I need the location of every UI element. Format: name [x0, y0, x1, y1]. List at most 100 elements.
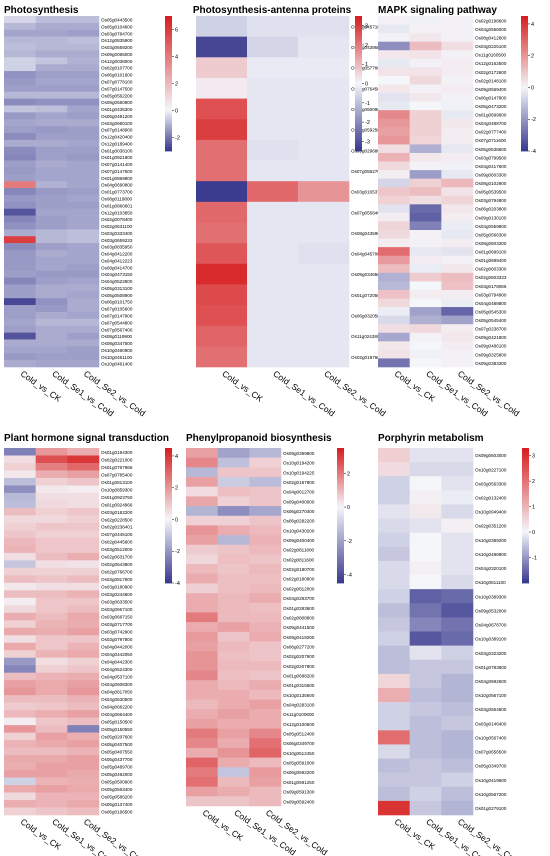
colorbar-segment — [521, 49, 528, 53]
heatmap-cell — [35, 627, 68, 636]
gene-label: Os06g0203800 — [475, 207, 507, 212]
heatmap-cell — [4, 64, 36, 72]
heatmap-cell — [441, 730, 474, 745]
heatmap-cell — [4, 71, 36, 79]
colorbar-segment — [355, 31, 362, 35]
heatmap-cell — [441, 744, 474, 759]
heatmap-cell — [441, 358, 474, 368]
heatmap-cell — [378, 16, 410, 25]
heatmap-cell — [409, 772, 442, 788]
heatmap-cell — [35, 567, 68, 576]
heatmap-cell — [35, 98, 68, 106]
heatmap-cell — [67, 560, 100, 569]
gene-label: Os06g0349700 — [283, 741, 315, 746]
colorbar-segment — [521, 130, 528, 134]
gene-label: Os09g0325800 — [475, 352, 507, 357]
colorbar-segment — [165, 502, 172, 505]
colorbar-segment — [165, 497, 172, 501]
heatmap-cell — [35, 153, 68, 161]
colorbar-segment — [522, 538, 529, 541]
heatmap-cell — [35, 642, 68, 651]
heatmap-cell — [247, 181, 299, 203]
gene-label: Os02g0351200 — [475, 524, 507, 529]
heatmap-cell — [186, 554, 218, 565]
gene-label: Os05g0150550 — [101, 727, 133, 732]
colorbar-segment — [522, 472, 529, 476]
colorbar-segment — [522, 448, 529, 451]
heatmap-cell — [67, 126, 100, 134]
colorbar-segment — [165, 511, 172, 514]
gene-label: Os09g0130100 — [475, 215, 507, 220]
gene-label: Os02g0236401 — [101, 525, 133, 530]
gene-label: Os02g0811800 — [283, 548, 315, 553]
colorbar-segment — [337, 524, 344, 528]
heatmap-cell — [35, 747, 68, 756]
heatmap-cell — [378, 800, 410, 816]
heatmap-cell — [441, 772, 474, 788]
heatmap-cell — [186, 477, 218, 488]
gene-label: Os03g0717700 — [101, 622, 133, 627]
heatmap-cell — [35, 770, 68, 778]
heatmap-cell — [249, 573, 282, 584]
heatmap-cell — [409, 93, 442, 102]
colorbar-tick-label: 3 — [532, 454, 535, 460]
heatmap-cell — [378, 93, 410, 102]
heatmap-cell — [217, 525, 250, 536]
heatmap-cell — [217, 554, 250, 565]
colorbar-segment — [165, 484, 172, 487]
heatmap-cell — [186, 467, 218, 478]
colorbar-segment — [337, 486, 344, 489]
colorbar-segment — [522, 499, 529, 503]
colorbar-tick-label: 1 — [365, 62, 368, 68]
colorbar-segment — [337, 515, 344, 519]
gene-label: Os09g0065000 — [101, 52, 133, 57]
heatmap-cell — [67, 346, 100, 354]
colorbar-segment — [165, 538, 172, 541]
colorbar-segment — [521, 29, 528, 33]
gene-label: Os10g0389300 — [475, 594, 507, 599]
heatmap-cell — [4, 732, 36, 741]
colorbar-segment — [165, 468, 172, 471]
colorbar-segment — [355, 67, 362, 71]
heatmap-cell — [378, 67, 410, 77]
heatmap-cell — [247, 77, 299, 99]
gene-label: Os05g0512400 — [283, 732, 315, 737]
gene-label: Os05g0545300 — [475, 309, 507, 314]
colorbar-segment — [522, 454, 529, 458]
gene-label: Os09g0592400 — [283, 799, 315, 804]
heatmap-cell — [217, 496, 250, 507]
gene-label: Os01g0924966 — [101, 502, 133, 507]
heatmap-cell — [186, 699, 218, 710]
gene-label: Os01g0699600 — [475, 113, 507, 118]
heatmap-cell — [378, 504, 410, 519]
heatmap-cell — [378, 332, 410, 342]
colorbar-segment — [521, 20, 528, 24]
gene-label: Os06g0320500 — [351, 313, 383, 318]
heatmap-cell — [4, 485, 36, 494]
heatmap-cell — [67, 188, 100, 196]
gene-label: Os02g0811600 — [283, 557, 315, 562]
colorbar-segment — [521, 25, 528, 28]
colorbar-segment — [165, 569, 172, 573]
heatmap-cell — [35, 762, 68, 771]
heatmap-cell — [409, 221, 442, 231]
gene-label: Os03g0794900 — [475, 292, 507, 297]
gene-label: Os03g0799500 — [475, 155, 507, 160]
gene-label: Os12g0835900 — [101, 38, 133, 43]
colorbar-segment — [355, 142, 362, 145]
colorbar-segment — [521, 45, 528, 48]
gene-label: Os02g0197600 — [351, 355, 383, 360]
colorbar-segment — [165, 74, 172, 78]
heatmap-cell — [186, 728, 218, 739]
gene-label: Os10g0811100 — [475, 580, 506, 585]
heatmap-cell — [378, 195, 410, 205]
heatmap-cell — [409, 264, 442, 274]
gene-label: Os04g0417600 — [475, 164, 507, 169]
gene-label: Os08g0347500 — [101, 341, 133, 346]
colorbar-segment — [521, 72, 528, 75]
colorbar-segment — [522, 452, 529, 456]
gene-label: Os11g0160500 — [475, 53, 507, 58]
colorbar-segment — [355, 16, 362, 19]
colorbar-segment — [337, 477, 344, 480]
heatmap-cell — [35, 105, 68, 113]
